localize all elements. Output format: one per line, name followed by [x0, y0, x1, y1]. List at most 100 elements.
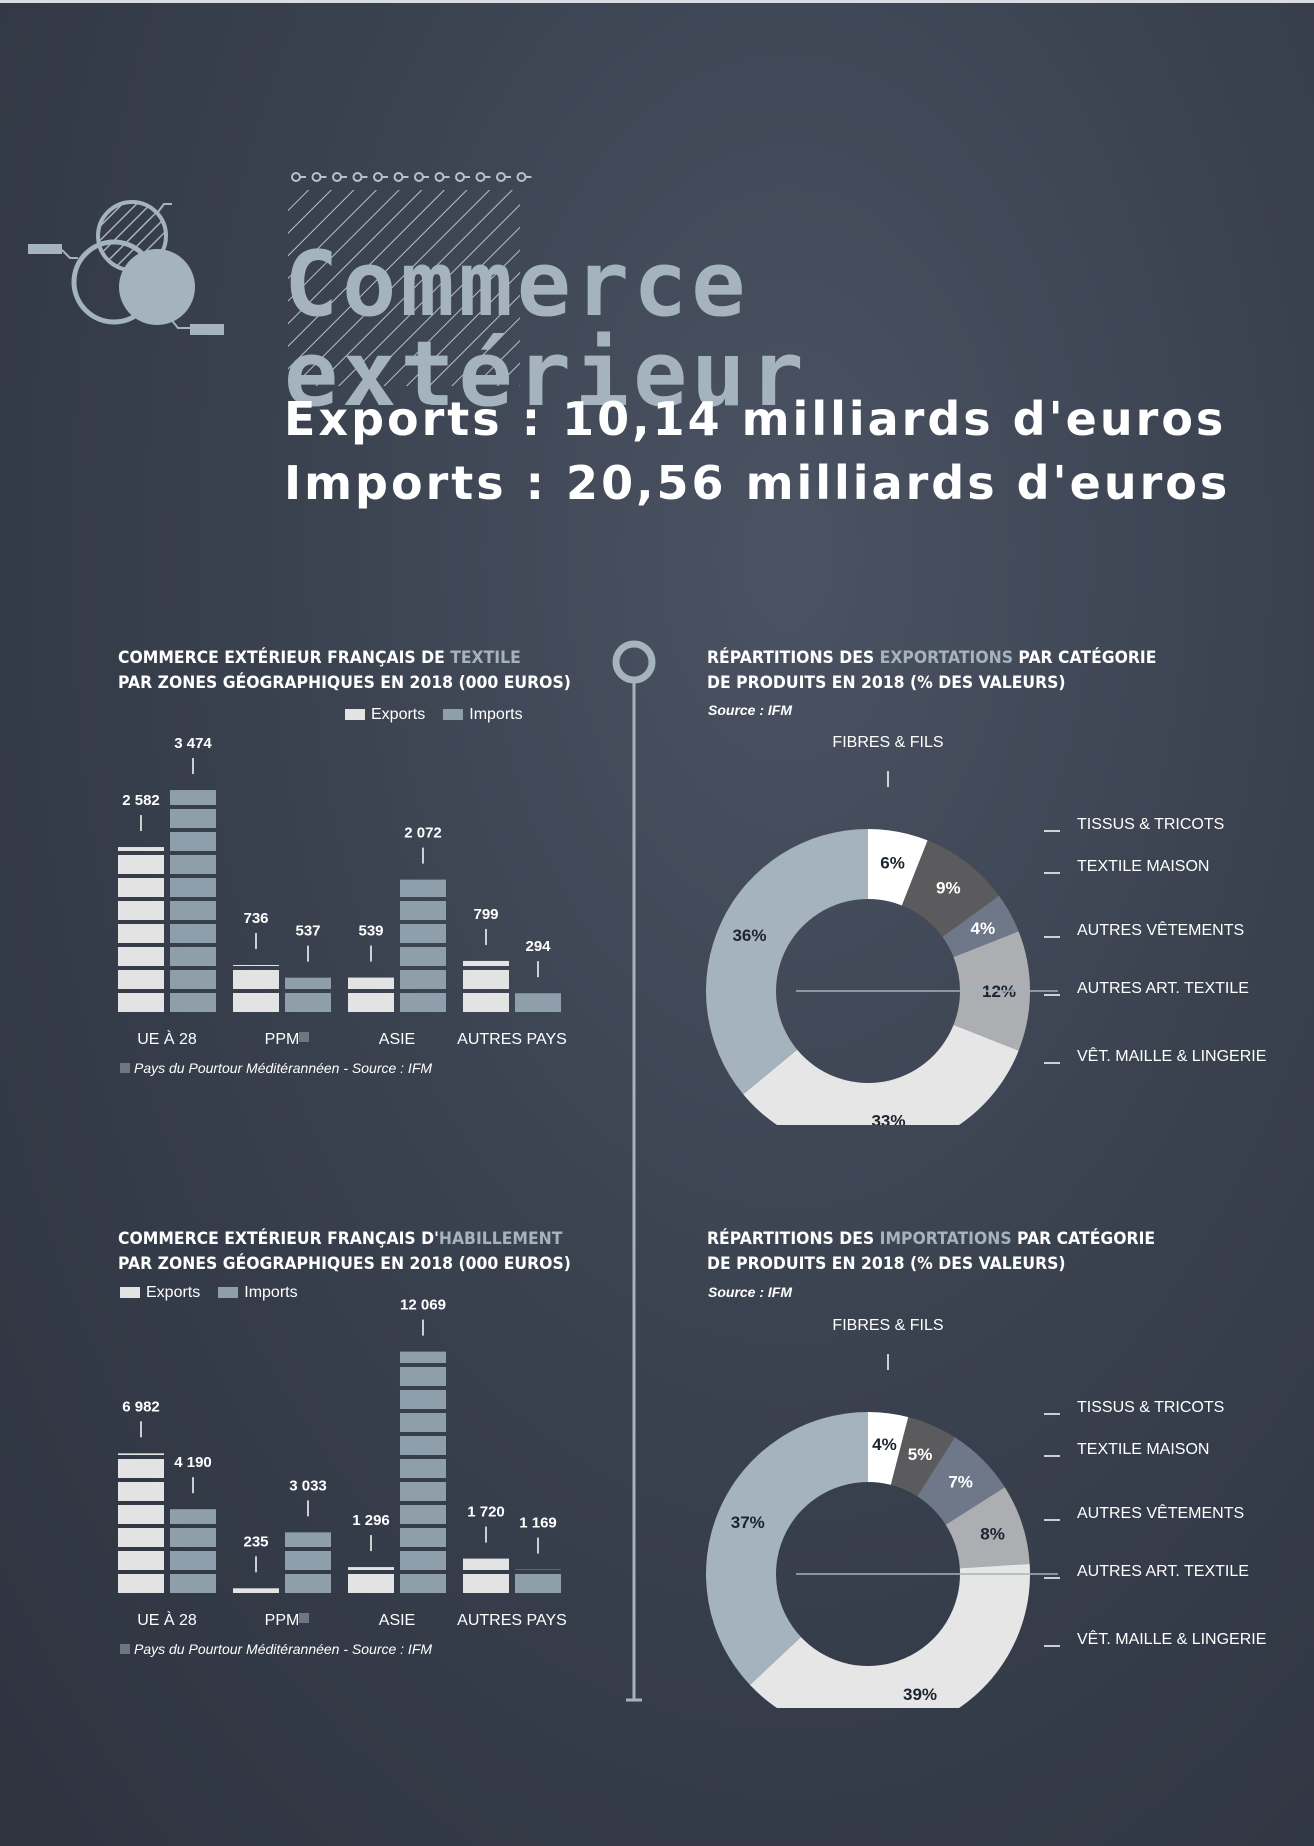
textile-title-line2: PAR ZONES GÉOGRAPHIQUES EN 2018 (000 EUR… — [118, 673, 571, 693]
textile-legend: Exports Imports — [345, 706, 523, 724]
slice-label: 4% — [971, 919, 996, 938]
value-label: 235 — [243, 1533, 268, 1550]
value-label: 1 720 — [467, 1504, 505, 1521]
category-label: PPM — [265, 1031, 300, 1048]
legend-imports-swatch — [218, 1287, 239, 1299]
legend-exports-label: Exports — [371, 706, 426, 723]
slice-5 — [706, 1412, 868, 1685]
value-label: 539 — [358, 923, 383, 940]
title-hatch-decoration — [288, 190, 520, 386]
legend-label: TISSUS & TRICOTS — [1077, 1399, 1224, 1416]
category-label: AUTRES PAYS — [457, 1031, 567, 1048]
slice-2 — [942, 895, 1019, 958]
legend-label: TEXTILE MAISON — [1077, 1441, 1209, 1458]
textile-bar-chart: 2 582 3 474 UE À 28 736 537 PPM 539 2 072 ASIE 79… — [118, 735, 567, 1048]
imports-donut-chart: 4% 5% 7% 8% 39% 37% FIBRES & FILS TISSUS & TRIC… — [706, 1317, 1266, 1708]
value-label: 736 — [243, 910, 268, 927]
legend-imports-label: Imports — [244, 1284, 298, 1301]
imports-donut-title: RÉPARTITIONS DES IMPORTATIONS PAR CATÉGO… — [707, 1227, 1155, 1277]
legend-exports-label: Exports — [146, 1284, 201, 1301]
slice-label: 4% — [872, 1435, 897, 1454]
slice-2 — [917, 1437, 1005, 1525]
bar-imports-3 — [515, 993, 561, 1012]
exports-total: Exports : 10,14 milliards d'euros — [284, 392, 1227, 446]
exports-donut-source: Source : IFM — [708, 702, 793, 718]
title-dots-decoration — [291, 172, 532, 182]
legend-exports-swatch — [120, 1287, 140, 1299]
imports-donut-title-line2: DE PRODUITS EN 2018 (% DES VALEURS) — [707, 1254, 1066, 1274]
slice-5 — [706, 829, 868, 1095]
slice-label: 37% — [731, 1513, 765, 1532]
value-label: 2 072 — [404, 825, 442, 842]
legend-exports: Exports — [345, 706, 425, 724]
legend-label: AUTRES ART. TEXTILE — [1077, 1563, 1249, 1580]
habillement-title-line2: PAR ZONES GÉOGRAPHIQUES EN 2018 (000 EUR… — [118, 1254, 571, 1274]
slice-label: 7% — [948, 1472, 973, 1491]
habillement-title-highlight: HABILLEMENT — [438, 1229, 563, 1249]
legend-label: VÊT. MAILLE & LINGERIE — [1077, 1046, 1266, 1065]
slice-1 — [901, 840, 1000, 937]
slice-4 — [743, 1024, 1019, 1125]
category-label: UE À 28 — [137, 1610, 197, 1629]
bar-exports-2 — [348, 977, 394, 1012]
value-label: 4 190 — [174, 1454, 212, 1471]
textile-chart-title: COMMERCE EXTÉRIEUR FRANÇAIS DE TEXTILE P… — [118, 646, 571, 696]
bar-exports-3 — [463, 1558, 509, 1593]
value-label: 3 033 — [289, 1477, 327, 1494]
bar-exports-3 — [463, 960, 509, 1012]
bar-exports-1 — [233, 1588, 279, 1593]
legend-imports: Imports — [218, 1284, 298, 1302]
imports-donut-source: Source : IFM — [708, 1284, 793, 1300]
value-label: 1 169 — [519, 1515, 557, 1532]
value-label: 12 069 — [400, 1297, 446, 1314]
legend-exports: Exports — [120, 1284, 200, 1302]
legend-label: AUTRES VÊTEMENTS — [1077, 920, 1244, 939]
textile-title-highlight: TEXTILE — [450, 648, 521, 668]
exports-donut-title-highlight: EXPORTATIONS — [879, 648, 1013, 668]
slice-label: 39% — [903, 1685, 937, 1704]
category-label: PPM — [265, 1612, 300, 1629]
habillement-chart-title: COMMERCE EXTÉRIEUR FRANÇAIS D'HABILLEMEN… — [118, 1227, 571, 1277]
slice-label: 6% — [880, 853, 905, 872]
slice-label: 8% — [980, 1525, 1005, 1544]
textile-footnote-text: Pays du Pourtour Méditérannéen - Source … — [134, 1060, 433, 1076]
exports-donut-title: RÉPARTITIONS DES EXPORTATIONS PAR CATÉGO… — [707, 646, 1156, 696]
legend-label: AUTRES ART. TEXTILE — [1077, 980, 1249, 997]
legend-imports: Imports — [443, 706, 523, 724]
logo-circles-icon — [28, 200, 224, 335]
value-label: 3 474 — [174, 735, 212, 752]
value-label: 1 296 — [352, 1512, 390, 1529]
category-label: ASIE — [379, 1031, 415, 1048]
habillement-footnote-text: Pays du Pourtour Méditérannéen - Source … — [134, 1641, 433, 1657]
slice-0 — [868, 1412, 909, 1485]
bar-imports-1 — [285, 1532, 331, 1593]
bar-exports-1 — [233, 964, 279, 1012]
imports-donut-title-prefix: RÉPARTITIONS DES — [707, 1229, 880, 1249]
category-label: FIBRES & FILS — [832, 734, 943, 751]
ppm-marker — [299, 1613, 309, 1623]
imports-donut-title-suffix: PAR CATÉGORIE — [1011, 1229, 1156, 1249]
category-label: AUTRES PAYS — [457, 1612, 567, 1629]
imports-donut-title-highlight: IMPORTATIONS — [879, 1229, 1012, 1249]
top-border — [0, 0, 1314, 3]
imports-total: Imports : 20,56 milliards d'euros — [284, 456, 1231, 510]
habillement-legend: Exports Imports — [120, 1284, 298, 1302]
category-label: ASIE — [379, 1612, 415, 1629]
slice-label: 5% — [908, 1445, 933, 1464]
exports-donut-title-prefix: RÉPARTITIONS DES — [707, 648, 880, 668]
bar-imports-2 — [400, 1351, 446, 1593]
bar-imports-0 — [170, 1509, 216, 1593]
page-title: Commerce extérieur — [284, 232, 808, 427]
slice-4 — [749, 1563, 1030, 1708]
exports-donut-title-line2: DE PRODUITS EN 2018 (% DES VALEURS) — [707, 673, 1066, 693]
bar-imports-2 — [400, 879, 446, 1012]
bar-imports-1 — [285, 977, 331, 1012]
slice-1 — [890, 1417, 955, 1497]
value-label: 6 982 — [122, 1398, 160, 1415]
bar-imports-3 — [515, 1569, 561, 1593]
slice-label: 33% — [871, 1111, 905, 1125]
slice-3 — [945, 1487, 1030, 1569]
value-label: 294 — [525, 938, 551, 955]
